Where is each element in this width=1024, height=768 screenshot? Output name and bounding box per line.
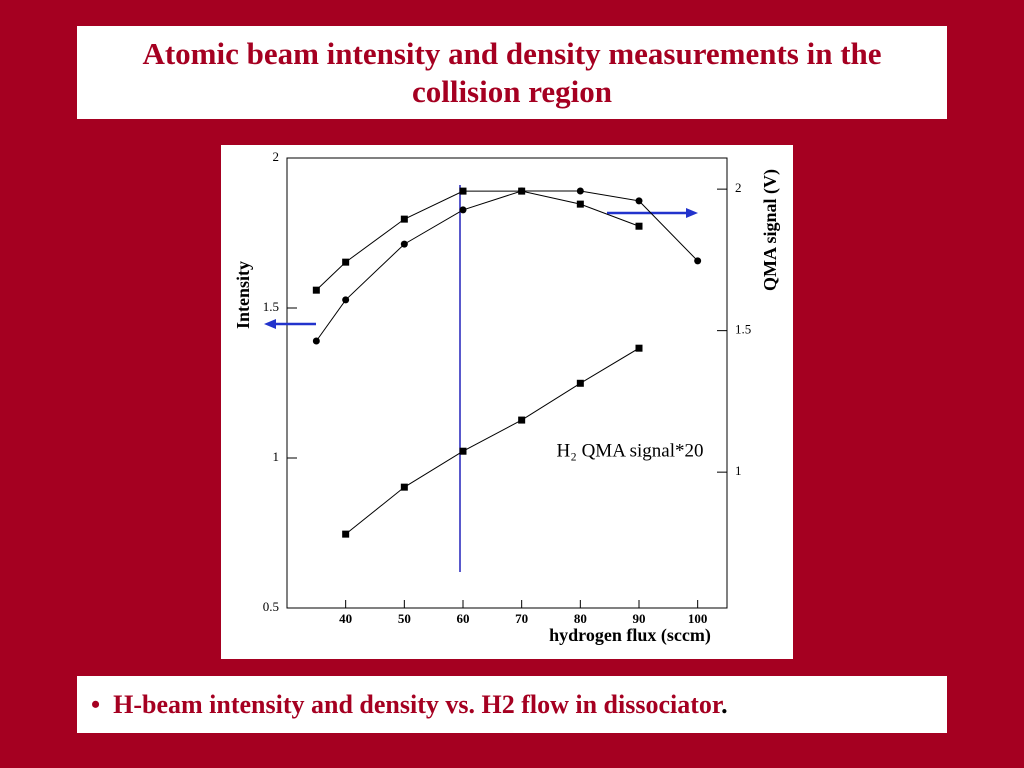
y2-tick-label: 2 — [735, 180, 742, 195]
data-point — [635, 197, 643, 205]
bullet: • — [91, 690, 114, 719]
data-point — [342, 296, 350, 304]
data-point — [400, 215, 408, 223]
series-line — [315, 190, 699, 342]
data-point — [635, 222, 643, 230]
data-point — [576, 379, 584, 387]
arrow — [264, 208, 698, 329]
data-point — [342, 530, 350, 538]
x-tick-label: 80 — [574, 611, 587, 626]
caption-end: . — [721, 690, 728, 719]
series-line — [345, 347, 640, 535]
y2-tick-label: 1 — [735, 463, 742, 478]
data-point — [459, 447, 467, 455]
data-point — [400, 240, 408, 248]
data-point — [635, 344, 643, 352]
data-point — [459, 206, 467, 214]
x-tick-label: 60 — [457, 611, 470, 626]
x-tick-label: 50 — [398, 611, 411, 626]
plot-frame — [286, 157, 728, 609]
data-point — [576, 200, 584, 208]
x-tick-label: 40 — [339, 611, 352, 626]
data-point — [312, 337, 320, 345]
x-axis-label: hydrogen flux (sccm) — [549, 625, 711, 646]
y2-tick-label: 1.5 — [735, 322, 751, 337]
data-point — [459, 187, 467, 195]
x-tick-label: 90 — [633, 611, 646, 626]
data-point — [518, 416, 526, 424]
data-point — [342, 258, 350, 266]
data-point — [312, 286, 320, 294]
x-tick-label: 100 — [688, 611, 708, 626]
data-point — [400, 483, 408, 491]
chart-background — [221, 145, 793, 659]
data-point — [518, 187, 526, 195]
y-axis-label: Intensity — [233, 261, 253, 329]
data-point — [576, 187, 584, 195]
data-point — [694, 257, 702, 265]
y2-axis-label: QMA signal (V) — [760, 169, 781, 291]
caption: • H-beam intensity and density vs. H2 fl… — [77, 676, 947, 733]
annotation: H₂ QMA signal*20 — [556, 440, 703, 461]
slide-title: Atomic beam intensity and density measur… — [77, 26, 947, 119]
y-tick-label: 1.5 — [263, 299, 279, 314]
caption-text: H-beam intensity and density vs. H2 flow… — [113, 690, 722, 719]
y-tick-label: 2 — [273, 149, 280, 164]
y-tick-label: 1 — [273, 449, 280, 464]
x-tick-label: 70 — [515, 611, 528, 626]
y-tick-label: 0.5 — [263, 599, 279, 614]
